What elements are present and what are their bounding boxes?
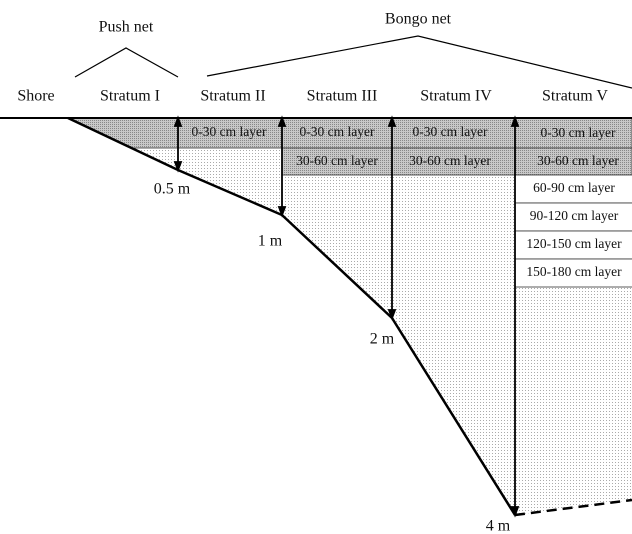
layer-label: 30-60 cm layer: [409, 153, 491, 168]
layer-label: 90-120 cm layer: [530, 208, 619, 223]
arrowhead: [277, 115, 287, 127]
depth-arrows: [173, 115, 520, 518]
arrowhead: [277, 206, 287, 218]
layer-label: 0-30 cm layer: [300, 124, 375, 139]
layer-box: [514, 202, 632, 232]
arrowhead: [510, 506, 520, 518]
depth-label: 1 m: [258, 233, 283, 250]
deep-layer-boxes: [514, 174, 632, 288]
stratum-label: Stratum III: [307, 88, 378, 105]
arrowhead: [387, 115, 397, 127]
arrowhead: [510, 115, 520, 127]
layer-label: 0-30 cm layer: [192, 124, 267, 139]
push-net-bracket: [74, 47, 179, 78]
depth-label: 0.5 m: [154, 181, 191, 198]
layer-label: 30-60 cm layer: [296, 153, 378, 168]
dark-bands: [68, 118, 632, 176]
push-net-label: Push net: [99, 19, 154, 36]
layer-label: 60-90 cm layer: [533, 180, 615, 195]
depth-label: 2 m: [370, 331, 395, 348]
stratum-label: Stratum IV: [420, 88, 492, 105]
layer-label: 0-30 cm layer: [541, 125, 616, 140]
layer-label: 30-60 cm layer: [537, 153, 619, 168]
layer-label: 0-30 cm layer: [413, 124, 488, 139]
stratum-label: Stratum II: [200, 88, 265, 105]
arrowhead: [173, 161, 183, 173]
arrowhead: [173, 115, 183, 127]
bongo-net-label: Bongo net: [385, 11, 452, 28]
stratum-label: Stratum V: [542, 88, 608, 105]
stratum-label: Stratum I: [100, 88, 160, 105]
band-30-60: [281, 147, 632, 176]
seabed-dashed: [514, 498, 632, 517]
layer-label: 150-180 cm layer: [526, 264, 622, 279]
water-body: [68, 118, 632, 515]
layer-label: 120-150 cm layer: [526, 236, 622, 251]
layer-box: [514, 230, 632, 260]
depth-label: 4 m: [486, 518, 511, 534]
shore-label: Shore: [17, 88, 54, 105]
arrowhead: [387, 309, 397, 321]
bongo-net-bracket: [206, 35, 632, 89]
